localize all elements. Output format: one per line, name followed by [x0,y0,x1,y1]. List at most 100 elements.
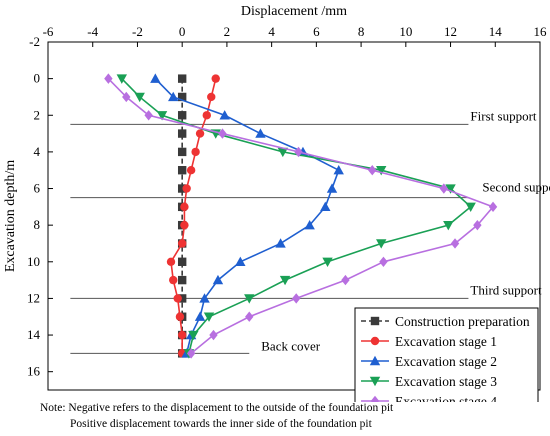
legend-marker [370,336,380,346]
legend-label: Excavation stage 1 [395,334,497,349]
data-point [150,73,161,83]
data-point [322,257,333,267]
data-point [186,166,196,175]
data-point [177,239,187,248]
data-point [168,91,179,102]
data-point [173,294,182,303]
data-point [177,129,187,138]
y-tick-label: 10 [27,254,40,269]
y-tick-label: 16 [27,364,41,379]
data-point [195,129,205,138]
data-point [169,275,178,285]
displacement-depth-chart: -6 -4 -2 0 2 4 6 8 10 12 14 16 Displacement /mm -2 0 2 4… [3,4,550,402]
y-axis-title: Excavation depth/m [3,160,18,272]
legend-label: Excavation stage 4 [395,394,497,402]
data-point [465,202,476,213]
data-point [277,147,289,158]
legend-box [354,307,539,402]
series-5 [107,78,495,354]
series-2 [170,78,217,354]
series-3 [154,78,340,354]
x-tick-label: 2 [224,24,231,39]
legend-label: Construction preparation [395,314,530,329]
data-point [488,201,498,213]
x-tick-label: 10 [399,24,412,39]
data-point [439,183,449,194]
plot-frame [47,41,541,391]
data-point [177,275,187,285]
data-point [177,166,187,175]
reference-line-label: Back cover [261,338,321,353]
data-point [209,329,218,341]
y-tick-label: 0 [34,71,41,86]
data-point [379,256,388,267]
data-point [166,257,176,266]
y-tick-label: 6 [34,181,41,196]
data-point [191,147,200,157]
data-point [326,183,338,193]
data-point [134,92,145,103]
x-tick-label: 14 [489,24,503,39]
note-line-1: Note: Negative refers to the displacemen… [40,402,394,414]
data-point [218,128,227,139]
data-point [244,294,255,304]
data-point [473,219,482,231]
data-point [188,330,199,341]
x-tick-label: -2 [132,24,143,39]
data-point [207,92,216,102]
reference-line-label: First support [470,108,536,123]
data-point [341,274,350,286]
data-point [235,256,246,266]
legend-marker [369,355,381,366]
x-tick-label: 8 [358,24,365,39]
data-point [177,257,187,266]
data-point [194,311,206,321]
data-point [245,311,254,322]
y-tick-label: 2 [34,107,41,122]
data-point [203,312,215,322]
series-4 [121,78,472,354]
x-axis-title: Displacement /mm [241,4,347,19]
y-tick-label: 12 [27,290,40,305]
data-point [279,275,291,286]
data-point [292,293,301,304]
data-point [199,293,210,303]
y-tick-label: 4 [34,144,41,159]
x-tick-label: 12 [444,24,457,39]
series-line [107,78,495,354]
series-line [121,78,472,354]
series-line [154,78,340,354]
data-point [255,128,266,138]
y-tick-label: -2 [29,34,40,49]
legend-label: Excavation stage 3 [395,374,497,389]
data-point [376,239,387,249]
data-point [445,184,456,194]
legend-marker [370,395,380,402]
data-point [177,147,187,157]
data-point [177,294,187,303]
data-point [180,220,189,230]
note-line-2: Positive displacement towards the inner … [70,418,372,430]
legend-label: Excavation stage 2 [395,354,497,369]
x-tick-label: 6 [313,24,320,39]
data-point [177,184,187,193]
data-point [177,330,187,340]
x-tick-label: 4 [268,24,275,39]
data-point [275,238,286,248]
legend-marker [369,376,381,387]
data-point [320,201,331,212]
data-point [186,348,196,359]
data-point [177,92,187,102]
data-point [182,184,191,193]
data-point [304,219,315,230]
data-point [144,110,153,121]
data-point [219,110,230,120]
data-point [443,220,454,231]
y-tick-label: 8 [34,217,41,232]
x-tick-label: 0 [179,24,186,39]
x-tick-label: -6 [43,24,54,39]
data-point [211,74,220,83]
data-point [376,166,387,176]
data-point [333,165,344,175]
data-point [180,202,189,212]
